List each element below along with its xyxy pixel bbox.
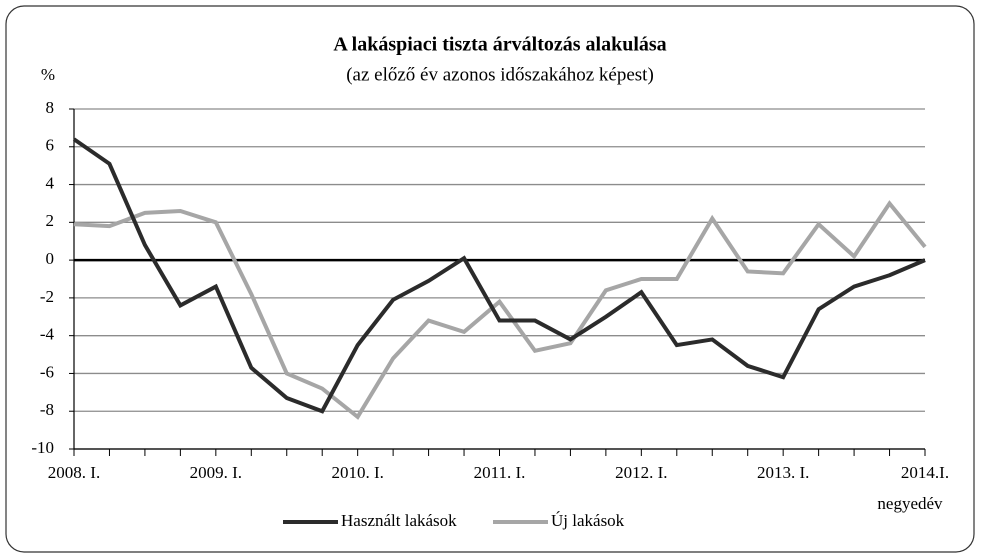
y-tick-label: -2	[40, 287, 54, 306]
x-tick-label: 2013. I.	[757, 463, 809, 482]
y-axis-label: %	[41, 65, 55, 84]
y-tick-label: -8	[40, 400, 54, 419]
y-tick-label: -10	[31, 438, 54, 457]
y-tick-label: -6	[40, 362, 54, 381]
y-tick-label: 2	[46, 211, 55, 230]
frame	[5, 5, 975, 553]
chart-subtitle: (az előző év azonos időszakához képest)	[346, 64, 654, 85]
y-tick-label: 8	[46, 98, 55, 117]
x-axis-label: negyedév	[877, 494, 943, 513]
series-line	[72, 137, 926, 414]
legend-label: Használt lakások	[341, 511, 457, 530]
y-tick-label: 6	[46, 136, 55, 155]
x-tick-label: 2008. I.	[48, 463, 100, 482]
chart-title: A lakáspiaci tiszta árváltozás alakulása	[333, 34, 666, 56]
x-tick-label: 2014.I.	[901, 463, 949, 482]
x-tick-label: 2009. I.	[190, 463, 242, 482]
x-tick-label: 2010. I.	[331, 463, 383, 482]
y-tick-label: 0	[46, 249, 55, 268]
series-line	[73, 200, 927, 420]
x-tick-label: 2012. I.	[615, 463, 667, 482]
y-tick-label: -4	[40, 325, 55, 344]
legend-label: Új lakások	[551, 511, 625, 530]
y-tick-label: 4	[46, 173, 55, 192]
x-tick-label: 2011. I.	[474, 463, 526, 482]
